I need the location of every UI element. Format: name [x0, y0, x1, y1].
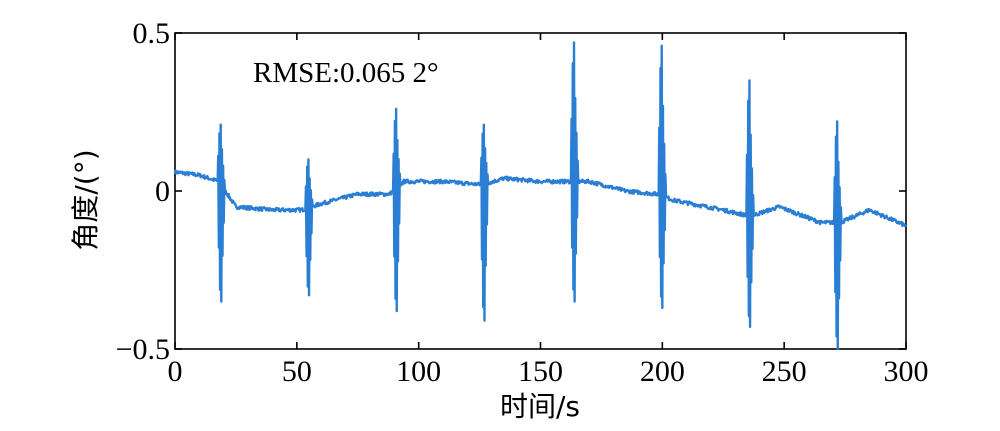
series-group — [173, 41, 908, 351]
x-axis-title: 时间/s — [500, 390, 580, 423]
angle-series-line — [173, 41, 908, 351]
x-tick-label: 150 — [518, 355, 563, 388]
y-axis-title: 角度/(°) — [69, 149, 102, 250]
axis-ticks — [174, 32, 907, 350]
x-tick-label: 300 — [884, 355, 929, 388]
x-tick-label: 0 — [168, 355, 183, 388]
x-tick-label: 50 — [282, 355, 312, 388]
rmse-annotation: RMSE:0.065 2° — [253, 57, 439, 89]
x-tick-label: 200 — [640, 355, 685, 388]
tick-labels: 0 50 100 150 200 250 300−0.500.5 — [116, 17, 929, 388]
y-tick-label: 0.5 — [133, 17, 171, 50]
y-tick-label: 0 — [155, 175, 170, 208]
y-tick-label: −0.5 — [116, 333, 170, 366]
x-tick-label: 100 — [396, 355, 441, 388]
x-tick-label: 250 — [762, 355, 807, 388]
